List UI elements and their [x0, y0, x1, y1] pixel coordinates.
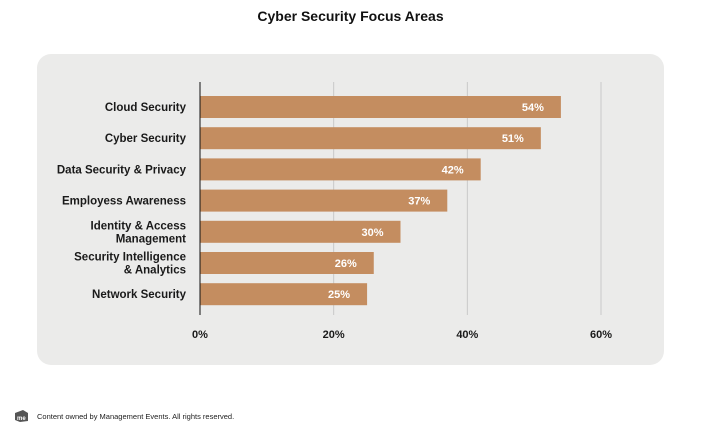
- bar: [200, 220, 401, 243]
- bar-value-label: 51%: [502, 133, 524, 145]
- chart-title: Cyber Security Focus Areas: [257, 8, 444, 24]
- category-label: Identity & Access: [91, 220, 186, 232]
- x-tick-label: 40%: [456, 329, 478, 341]
- bars: 54% 51% 42% 37% 30% 26% 25%: [200, 96, 561, 306]
- management-events-logo-icon: me: [14, 409, 29, 423]
- bar-value-label: 25%: [328, 289, 350, 301]
- bar: [200, 252, 374, 274]
- category-label: Management: [116, 233, 186, 245]
- bar-value-label: 42%: [442, 164, 464, 176]
- bar-value-label: 30%: [361, 227, 383, 239]
- category-label: Data Security & Privacy: [57, 164, 187, 176]
- bar: [200, 96, 561, 118]
- bar-value-label: 54%: [522, 102, 544, 114]
- x-tick-label: 60%: [590, 329, 612, 341]
- category-label: Cloud Security: [105, 102, 187, 114]
- footer-copyright: Content owned by Management Events. All …: [37, 411, 235, 421]
- x-tick-label: 20%: [323, 329, 345, 341]
- category-label: Employess Awareness: [62, 196, 186, 208]
- x-tick-label: 0%: [192, 329, 208, 341]
- footer: me Content owned by Management Events. A…: [14, 409, 234, 423]
- x-axis-ticks: 0% 20% 40% 60%: [192, 329, 612, 341]
- bar-value-label: 37%: [408, 196, 430, 208]
- category-label: Cyber Security: [105, 133, 187, 145]
- category-label: Security Intelligence: [74, 252, 186, 264]
- bar: [200, 283, 368, 306]
- svg-text:me: me: [17, 416, 26, 422]
- bar: [200, 189, 448, 212]
- category-labels: Cloud Security Cyber Security Data Securit…: [57, 102, 187, 301]
- bar-value-label: 26%: [335, 258, 357, 270]
- category-label: & Analytics: [124, 265, 186, 277]
- bar: [200, 158, 481, 181]
- bar: [200, 127, 541, 150]
- category-label: Network Security: [92, 289, 187, 301]
